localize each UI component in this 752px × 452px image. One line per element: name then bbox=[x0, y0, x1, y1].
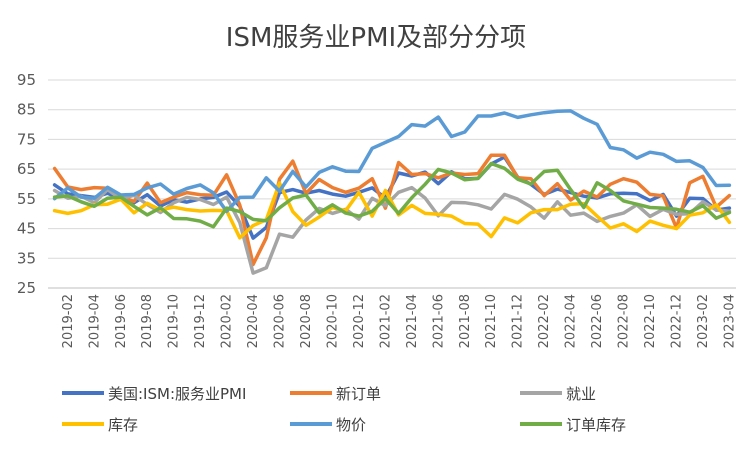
x-tick-label: 2022-02 bbox=[537, 294, 552, 348]
x-tick-label: 2021-08 bbox=[458, 294, 473, 348]
x-tick-label: 2021-10 bbox=[484, 294, 499, 348]
x-tick-label: 2020-02 bbox=[220, 294, 235, 348]
legend-label: 美国:ISM:服务业PMI bbox=[108, 385, 246, 403]
series-line-5 bbox=[52, 161, 732, 229]
x-tick-label: 2021-12 bbox=[511, 294, 526, 348]
chart-title: ISM服务业PMI及部分分项 bbox=[226, 23, 526, 53]
y-tick-label: 25 bbox=[17, 279, 36, 297]
x-tick-label: 2020-04 bbox=[246, 294, 261, 348]
y-tick-label: 75 bbox=[17, 130, 36, 148]
x-tick-label: 2019-02 bbox=[61, 294, 76, 348]
y-tick-label: 55 bbox=[17, 190, 36, 208]
x-tick-label: 2019-04 bbox=[87, 294, 102, 348]
series-lines bbox=[52, 109, 732, 275]
x-tick-label: 2021-02 bbox=[378, 294, 393, 348]
x-tick-label: 2022-06 bbox=[590, 294, 605, 348]
x-tick-label: 2022-04 bbox=[564, 294, 579, 348]
x-tick-label: 2019-10 bbox=[167, 294, 182, 348]
legend-label: 订单库存 bbox=[566, 416, 626, 434]
y-axis: 25 35 45 55 65 75 85 95 bbox=[17, 71, 36, 297]
y-tick-label: 95 bbox=[17, 71, 36, 89]
x-tick-label: 2020-12 bbox=[352, 294, 367, 348]
x-tick-label: 2022-12 bbox=[669, 294, 684, 348]
x-tick-label: 2020-10 bbox=[325, 294, 340, 348]
series-line-1 bbox=[52, 153, 732, 267]
y-tick-label: 35 bbox=[17, 249, 36, 267]
legend-label: 就业 bbox=[566, 385, 596, 403]
x-tick-label: 2022-10 bbox=[643, 294, 658, 348]
series-line-3 bbox=[52, 181, 732, 240]
x-tick-label: 2019-08 bbox=[140, 294, 155, 348]
legend-label: 库存 bbox=[108, 416, 138, 434]
x-tick-label: 2021-06 bbox=[431, 294, 446, 348]
x-tick-label: 2019-12 bbox=[193, 294, 208, 348]
x-tick-label: 2023-04 bbox=[722, 294, 737, 348]
x-tick-label: 2023-02 bbox=[696, 294, 711, 348]
x-tick-label: 2021-04 bbox=[405, 294, 420, 348]
y-tick-label: 45 bbox=[17, 220, 36, 238]
x-tick-label: 2022-08 bbox=[617, 294, 632, 348]
x-tick-label: 2019-06 bbox=[114, 294, 129, 348]
y-tick-label: 85 bbox=[17, 101, 36, 119]
x-axis: 2019-02 2019-04 2019-06 2019-08 2019-10 2019-… bbox=[61, 294, 738, 348]
legend-label: 物价 bbox=[336, 416, 366, 434]
x-tick-label: 2020-08 bbox=[299, 294, 314, 348]
y-tick-label: 65 bbox=[17, 160, 36, 178]
legend-label: 新订单 bbox=[336, 385, 381, 403]
series-line-4 bbox=[52, 109, 732, 214]
x-tick-label: 2020-06 bbox=[273, 294, 288, 348]
